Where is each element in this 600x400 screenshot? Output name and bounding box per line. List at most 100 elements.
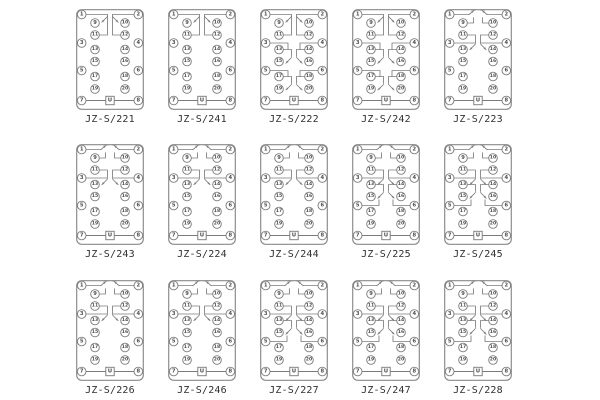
svg-text:18: 18 bbox=[490, 73, 496, 79]
terminal-15: 15 bbox=[458, 192, 468, 202]
svg-text:7: 7 bbox=[80, 98, 84, 104]
terminal-2: 2 bbox=[409, 9, 420, 20]
terminal-11: 11 bbox=[90, 30, 100, 40]
terminal-17: 17 bbox=[274, 71, 284, 82]
svg-text:9: 9 bbox=[185, 20, 189, 26]
terminal-3: 3 bbox=[352, 308, 363, 319]
terminal-1: 1 bbox=[444, 145, 455, 155]
terminal-17: 17 bbox=[182, 71, 192, 82]
terminal-15: 15 bbox=[90, 327, 100, 337]
svg-text:4: 4 bbox=[136, 40, 140, 46]
svg-text:U: U bbox=[384, 98, 388, 104]
svg-text:16: 16 bbox=[398, 58, 404, 64]
svg-text:U: U bbox=[476, 233, 480, 239]
terminal-3: 3 bbox=[444, 173, 455, 184]
svg-text:20: 20 bbox=[398, 86, 404, 92]
svg-text:1: 1 bbox=[356, 282, 360, 288]
svg-text:2: 2 bbox=[412, 282, 416, 288]
terminal-15: 15 bbox=[458, 56, 468, 67]
terminal-12: 12 bbox=[304, 165, 314, 176]
terminal-9: 9 bbox=[90, 18, 100, 28]
svg-text:18: 18 bbox=[306, 344, 312, 350]
terminal-20: 20 bbox=[396, 84, 406, 94]
svg-text:U: U bbox=[108, 368, 112, 374]
svg-text:7: 7 bbox=[356, 233, 360, 239]
svg-text:13: 13 bbox=[184, 317, 190, 323]
svg-text:18: 18 bbox=[398, 73, 404, 79]
terminal-16: 16 bbox=[304, 56, 314, 67]
svg-text:15: 15 bbox=[92, 193, 98, 199]
terminal-17: 17 bbox=[458, 207, 468, 217]
terminal-7: 7 bbox=[260, 95, 271, 106]
terminal-2: 2 bbox=[409, 280, 420, 290]
svg-text:2: 2 bbox=[136, 282, 140, 288]
svg-text:1: 1 bbox=[80, 12, 84, 18]
svg-text:3: 3 bbox=[80, 311, 84, 317]
svg-text:1: 1 bbox=[356, 12, 360, 18]
terminal-16: 16 bbox=[212, 192, 222, 202]
terminal-9: 9 bbox=[182, 18, 192, 28]
svg-text:10: 10 bbox=[398, 290, 404, 296]
terminal-1: 1 bbox=[444, 9, 455, 20]
svg-text:6: 6 bbox=[136, 203, 140, 209]
svg-text:7: 7 bbox=[264, 233, 268, 239]
svg-text:15: 15 bbox=[184, 329, 190, 335]
svg-text:9: 9 bbox=[461, 20, 465, 26]
terminal-10: 10 bbox=[304, 288, 314, 299]
terminal-6: 6 bbox=[501, 336, 512, 346]
terminal-10: 10 bbox=[212, 288, 222, 299]
svg-text:2: 2 bbox=[136, 147, 140, 153]
terminal-15: 15 bbox=[366, 192, 376, 202]
terminal-13: 13 bbox=[90, 315, 100, 325]
terminal-15: 15 bbox=[182, 56, 192, 67]
terminal-8: 8 bbox=[409, 366, 420, 376]
coil-terminal: U bbox=[381, 366, 391, 376]
relay-diagram-cell: U 1 3 5 7 2 4 6 8 9 11 13 15 17 19 10 12 14 16 18 20 JZ-S/242 bbox=[352, 9, 420, 129]
svg-text:17: 17 bbox=[184, 344, 190, 350]
svg-text:2: 2 bbox=[320, 12, 324, 18]
terminal-8: 8 bbox=[225, 366, 236, 376]
terminal-7: 7 bbox=[76, 95, 87, 106]
svg-text:18: 18 bbox=[214, 344, 220, 350]
svg-text:2: 2 bbox=[504, 147, 508, 153]
terminal-5: 5 bbox=[76, 201, 87, 211]
terminal-9: 9 bbox=[366, 18, 376, 28]
svg-text:6: 6 bbox=[136, 338, 140, 344]
svg-text:10: 10 bbox=[122, 155, 128, 161]
terminal-4: 4 bbox=[225, 173, 236, 184]
model-label: JZ-S/241 bbox=[177, 114, 227, 125]
terminal-14: 14 bbox=[120, 44, 130, 55]
svg-text:18: 18 bbox=[490, 344, 496, 350]
svg-text:U: U bbox=[476, 368, 480, 374]
svg-text:U: U bbox=[200, 233, 204, 239]
svg-text:13: 13 bbox=[184, 46, 190, 52]
svg-text:18: 18 bbox=[306, 208, 312, 214]
svg-text:10: 10 bbox=[490, 20, 496, 26]
svg-text:7: 7 bbox=[80, 368, 84, 374]
svg-text:14: 14 bbox=[214, 46, 220, 52]
terminal-6: 6 bbox=[317, 201, 328, 211]
terminal-5: 5 bbox=[260, 65, 271, 76]
svg-text:4: 4 bbox=[504, 175, 508, 181]
svg-text:19: 19 bbox=[184, 356, 190, 362]
terminal-16: 16 bbox=[212, 56, 222, 67]
svg-text:U: U bbox=[200, 98, 204, 104]
terminal-14: 14 bbox=[212, 180, 222, 190]
svg-text:14: 14 bbox=[214, 181, 220, 187]
terminal-5: 5 bbox=[168, 65, 179, 76]
terminal-5: 5 bbox=[352, 201, 363, 211]
svg-text:7: 7 bbox=[448, 98, 452, 104]
svg-text:5: 5 bbox=[264, 68, 268, 74]
svg-text:12: 12 bbox=[214, 167, 220, 173]
model-label: JZ-S/246 bbox=[177, 384, 227, 396]
svg-text:12: 12 bbox=[490, 167, 496, 173]
svg-text:13: 13 bbox=[92, 46, 98, 52]
terminal-16: 16 bbox=[396, 327, 406, 337]
coil-terminal: U bbox=[105, 95, 115, 106]
terminal-20: 20 bbox=[212, 84, 222, 94]
terminal-6: 6 bbox=[409, 336, 420, 346]
model-label: JZ-S/222 bbox=[269, 114, 319, 125]
svg-text:11: 11 bbox=[92, 32, 98, 38]
